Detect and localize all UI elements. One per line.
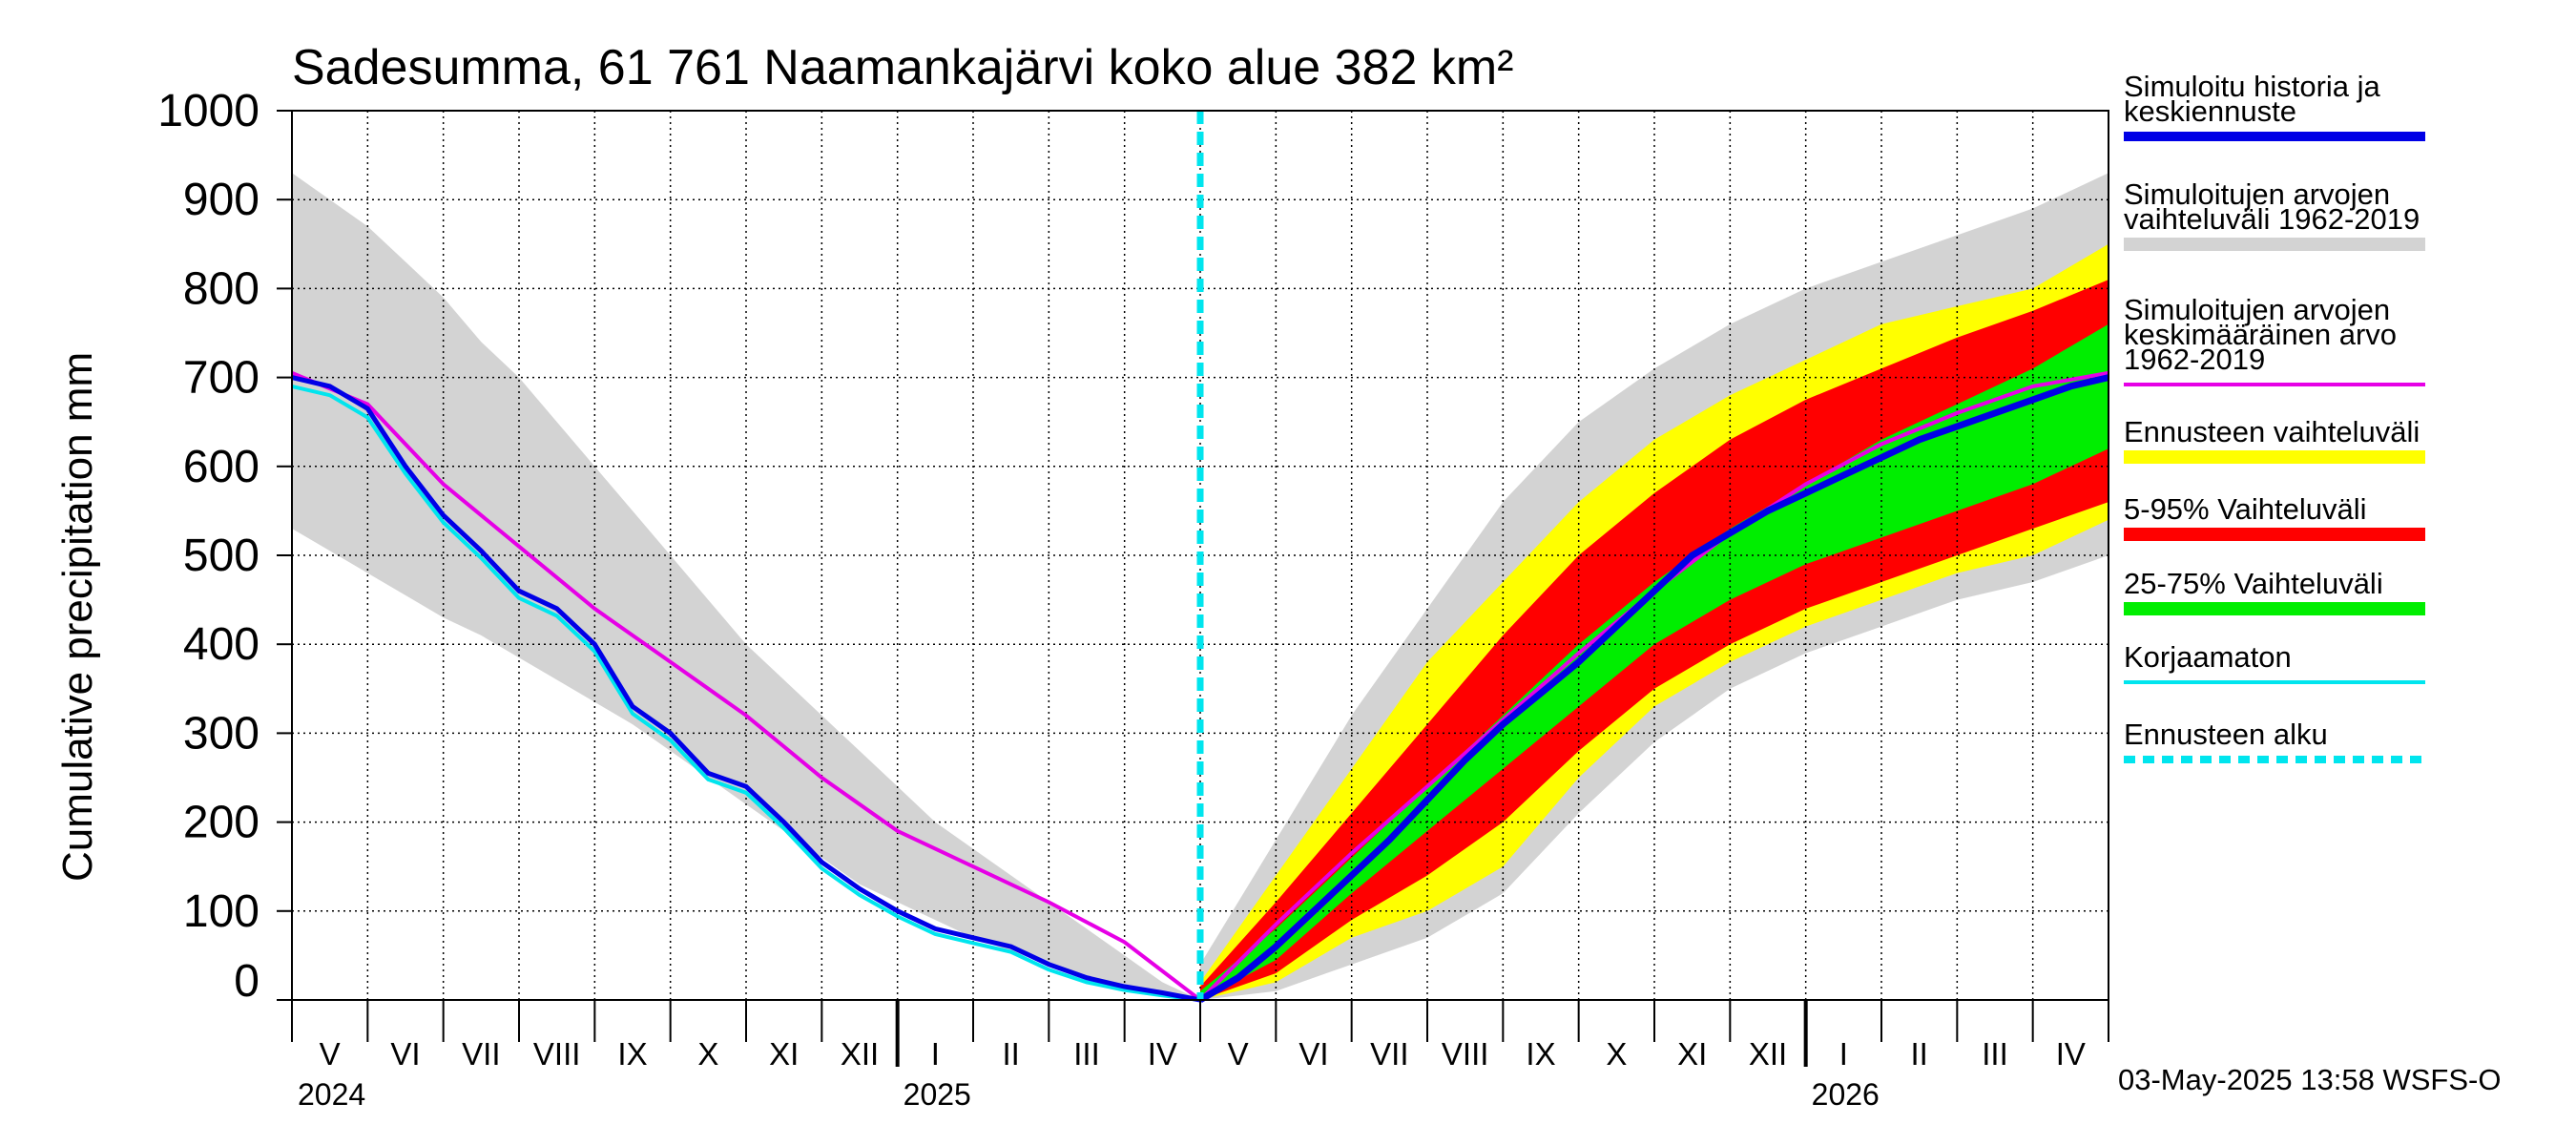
y-tick-label: 700: [183, 353, 260, 404]
legend-label: 1962-2019: [2124, 343, 2265, 376]
month-label: II: [1002, 1036, 1019, 1072]
legend-label: Ennusteen alku: [2124, 718, 2328, 751]
month-label: V: [1228, 1036, 1249, 1072]
legend-label: Simuloitujen arvojen: [2124, 293, 2390, 326]
month-label: XII: [1749, 1036, 1787, 1072]
legend-label: vaihteluväli 1962-2019: [2124, 202, 2420, 236]
data-lines: [291, 111, 2109, 1004]
plot-area: [291, 110, 2109, 1004]
month-label: II: [1910, 1036, 1927, 1072]
chart-title: Sadesumma, 61 761 Naamankajärvi koko alu…: [292, 40, 1513, 95]
legend-label: 5-95% Vaihteluväli: [2124, 492, 2366, 526]
month-label: XI: [769, 1036, 799, 1072]
month-label: I: [1839, 1036, 1848, 1072]
history-line: [291, 375, 1201, 1003]
timestamp-footer: 03-May-2025 13:58 WSFS-O: [2118, 1063, 2501, 1096]
legend-label: 25-75% Vaihteluväli: [2124, 567, 2383, 600]
month-label: IX: [617, 1036, 647, 1072]
p25-75-range-area: [1200, 323, 2109, 1000]
month-label: IV: [1148, 1036, 1177, 1072]
month-label: VIII: [1442, 1036, 1489, 1072]
y-tick-label: 800: [183, 263, 260, 314]
y-tick-label: 300: [183, 708, 260, 759]
year-label: 2024: [298, 1077, 365, 1112]
month-label: I: [931, 1036, 940, 1072]
legend-label: Simuloitu historia ja: [2124, 70, 2381, 103]
month-label: V: [320, 1036, 341, 1072]
month-label: VIII: [533, 1036, 581, 1072]
legend-label: keskiennuste: [2124, 94, 2296, 128]
legend-label: keskimääräinen arvo: [2124, 318, 2397, 351]
month-label: VII: [1370, 1036, 1408, 1072]
x-axis: V VI VII VIII IX X XI XII I II III IV V VI VII VIII IX X X…: [291, 999, 2109, 1112]
y-axis: 0 100 200 300 400 500 600 700 800 900 1000: [157, 86, 292, 1007]
year-label: 2025: [904, 1077, 971, 1112]
legend-label: Ennusteen vaihteluväli: [2124, 415, 2420, 448]
legend-label: Korjaamaton: [2124, 640, 2292, 674]
forecast-mean-line: [1198, 374, 2109, 1004]
y-tick-label: 0: [234, 956, 260, 1007]
y-tick-label: 500: [183, 531, 260, 581]
month-label: III: [1073, 1036, 1100, 1072]
month-label: XI: [1677, 1036, 1707, 1072]
y-tick-label: 200: [183, 798, 260, 848]
month-label: VII: [462, 1036, 500, 1072]
y-tick-label: 100: [183, 886, 260, 937]
y-tick-label: 1000: [157, 86, 260, 136]
legend-label: Simuloitujen arvojen: [2124, 177, 2390, 211]
year-label: 2026: [1812, 1077, 1880, 1112]
y-axis-label: Cumulative precipitation mm: [54, 352, 101, 882]
y-tick-label: 900: [183, 175, 260, 225]
uncorrected-line: [291, 384, 1201, 1002]
month-label: X: [1606, 1036, 1627, 1072]
history-range-area: [292, 173, 1200, 1000]
month-label: III: [1982, 1036, 2008, 1072]
month-label: VI: [1298, 1036, 1328, 1072]
y-tick-label: 600: [183, 442, 260, 492]
month-label: XII: [841, 1036, 879, 1072]
month-label: VI: [390, 1036, 420, 1072]
month-label: X: [697, 1036, 718, 1072]
month-label: IX: [1526, 1036, 1555, 1072]
month-label: IV: [2056, 1036, 2086, 1072]
y-tick-label: 400: [183, 619, 260, 670]
